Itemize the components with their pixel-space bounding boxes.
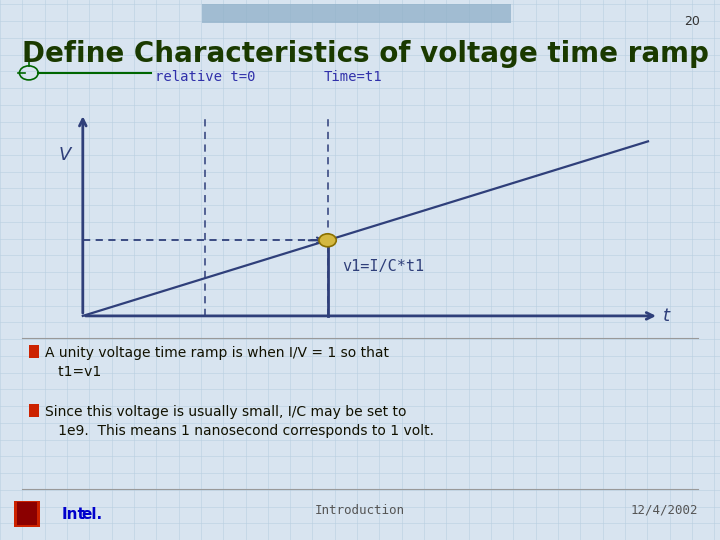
Bar [202,4,511,23]
Text: relative t=0: relative t=0 [155,70,256,84]
Text: t: t [662,307,670,325]
Text: Since this voltage is usually small, I/C may be set to
   1e9.  This means 1 nan: Since this voltage is usually small, I/C… [45,405,433,438]
Circle shape [319,234,336,247]
Text: Define Characteristics of voltage time ramp: Define Characteristics of voltage time r… [22,40,708,69]
Text: Introduction: Introduction [315,504,405,517]
Text: Time=t1: Time=t1 [323,70,382,84]
Text: A unity voltage time ramp is when I/V = 1 so that
   t1=v1: A unity voltage time ramp is when I/V = … [45,346,389,379]
Bar [29,404,39,417]
Text: 20: 20 [684,15,700,28]
Text: V: V [58,146,71,164]
Text: v1=I/C*t1: v1=I/C*t1 [342,259,424,274]
Text: Int: Int [61,507,85,522]
Bar [14,501,40,526]
Bar [17,502,37,525]
Text: el.: el. [81,507,102,522]
Bar [29,345,39,358]
Text: 12/4/2002: 12/4/2002 [631,504,698,517]
